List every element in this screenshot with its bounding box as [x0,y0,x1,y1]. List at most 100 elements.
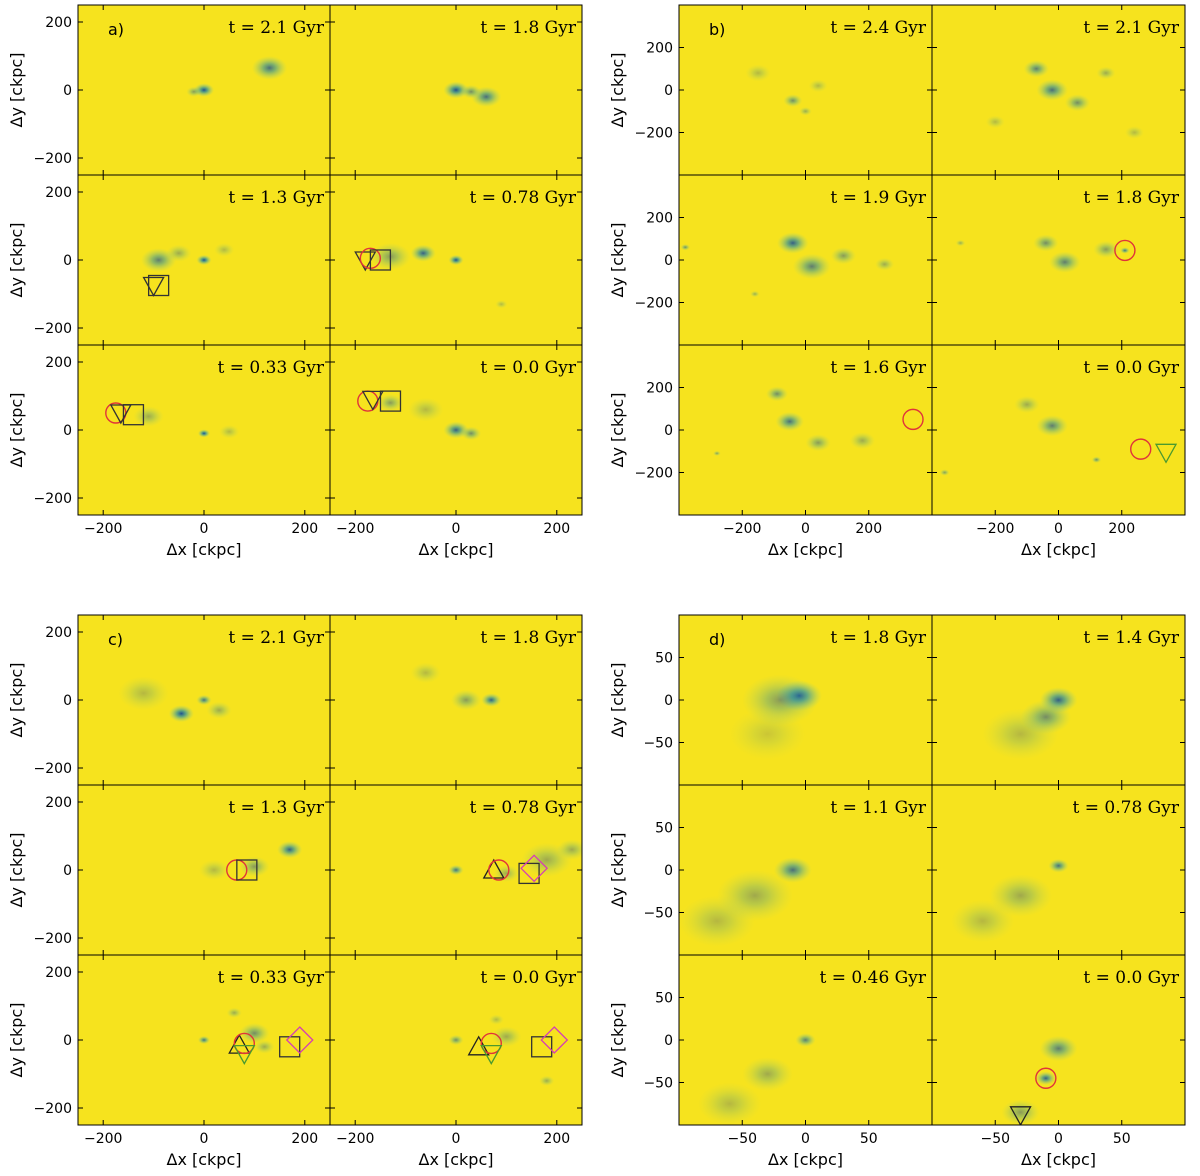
subpanel: −200 0 200 Δy [ckpc] t = 1.9 Gyr [608,174,933,346]
density-blob [377,394,404,412]
density-blob [805,434,831,452]
density-blob [491,1026,522,1047]
density-blob [206,701,232,719]
density-blob [226,1007,242,1018]
density-blob [745,64,771,82]
density-blob [729,708,806,760]
x-tick-label: −200 [336,521,374,537]
density-blob [254,1040,275,1054]
density-layer [697,1033,816,1125]
density-blob [448,1034,464,1046]
density-blob [197,1035,211,1045]
y-tick-label: 200 [45,15,72,31]
density-blob [214,243,235,257]
circle-marker [488,859,510,881]
x-tick-label: −200 [84,521,122,537]
triangle-down-marker [109,404,132,425]
ticks [679,5,932,175]
density-blob [1124,126,1144,139]
y-tick-label: 50 [655,821,673,837]
triangle-down-marker [361,390,384,411]
y-tick-label: 0 [664,253,673,269]
subpanel: −200 0 200 Δy [ckpc] t = 1.3 Gyr [7,174,331,346]
density-blob [168,705,194,723]
density-blob [765,386,789,402]
density-blob [1036,415,1068,437]
density-blob [556,839,582,860]
density-blob [219,424,240,439]
subpanel: −50 0 50 Δy [ckpc] −50 0 50 Δx [ckpc] t = 0.46 G… [608,954,933,1169]
x-axis-label: Δx [ckpc] [167,540,242,559]
x-tick-label: 0 [452,521,461,537]
density-blob [742,1057,793,1091]
circle-marker [902,408,924,431]
density-blob [875,257,895,271]
density-layer [186,56,288,97]
subpanel: t = 1.8 Gyr [329,4,583,176]
marker-layer [357,390,402,412]
y-tick-label: 0 [664,1033,673,1049]
density-blob [773,857,812,883]
subpanel: −200 0 200 Δy [ckpc] −200 0 200 Δx [ckpc] t = 0.… [7,344,331,559]
y-tick-label: 200 [646,381,673,397]
panel-letter: a) [108,20,124,39]
ticks [330,615,582,785]
marker-layer [1130,438,1178,464]
ticks [330,785,582,955]
figure-panel-3: −50 0 50 Δy [ckpc] t = 1.8 Gyr d) t = 1.4 Gyr −… [608,614,1186,1169]
density-blob [1064,94,1091,112]
time-label: t = 1.6 Gyr [830,358,927,378]
figure-panel-2: −200 0 200 Δy [ckpc] t = 2.1 Gyr c) t = 1.8 Gy… [7,614,583,1169]
density-blob [448,254,464,266]
y-tick-label: −200 [34,761,72,777]
time-label: t = 1.8 Gyr [830,628,927,648]
marker-layer [902,408,924,431]
y-tick-label: 50 [655,991,673,1007]
density-blob [985,115,1005,129]
x-tick-label: −200 [336,1131,374,1147]
density-blob [775,411,804,432]
y-tick-label: 200 [45,625,72,641]
y-tick-label: 0 [664,693,673,709]
y-tick-label: 0 [63,863,72,879]
time-label: t = 0.0 Gyr [1083,358,1180,378]
time-label: t = 0.0 Gyr [1083,968,1180,988]
ticks [679,785,932,955]
density-layer [950,858,1069,943]
x-axis-label: Δx [ckpc] [167,1150,242,1169]
y-tick-label: 200 [45,965,72,981]
y-axis-label: Δy [ckpc] [7,833,26,908]
density-layer [985,60,1144,139]
density-layer [118,676,232,723]
density-layer [141,243,235,272]
ticks [330,5,582,175]
density-blob [1120,247,1130,254]
y-axis-label: Δy [ckpc] [608,53,627,128]
subpanel-background [679,345,932,515]
panel-letter: c) [108,630,123,649]
y-tick-label: 200 [646,41,673,57]
x-tick-label: −200 [976,521,1014,537]
x-tick-label: 0 [200,521,209,537]
time-label: t = 0.0 Gyr [480,358,577,378]
time-label: t = 0.46 Gyr [820,968,927,988]
ticks [679,345,932,515]
square-marker [147,274,170,297]
density-blob [1049,251,1081,273]
ticks [78,175,330,345]
y-tick-label: −200 [34,931,72,947]
subpanel: −200 0 200 Δx [ckpc] t = 0.0 Gyr [329,954,583,1169]
marker-layer [226,859,258,881]
x-axis-label: Δx [ckpc] [768,1150,843,1169]
y-tick-label: 0 [664,83,673,99]
density-layer [1001,1035,1078,1125]
x-axis-label: Δx [ckpc] [1021,540,1096,559]
y-tick-label: 0 [63,83,72,99]
x-tick-label: 200 [543,1131,570,1147]
ticks [932,175,1185,345]
x-axis-label: Δx [ckpc] [419,1150,494,1169]
density-blob [680,244,691,251]
ticks [78,345,330,515]
square-marker [236,859,258,881]
